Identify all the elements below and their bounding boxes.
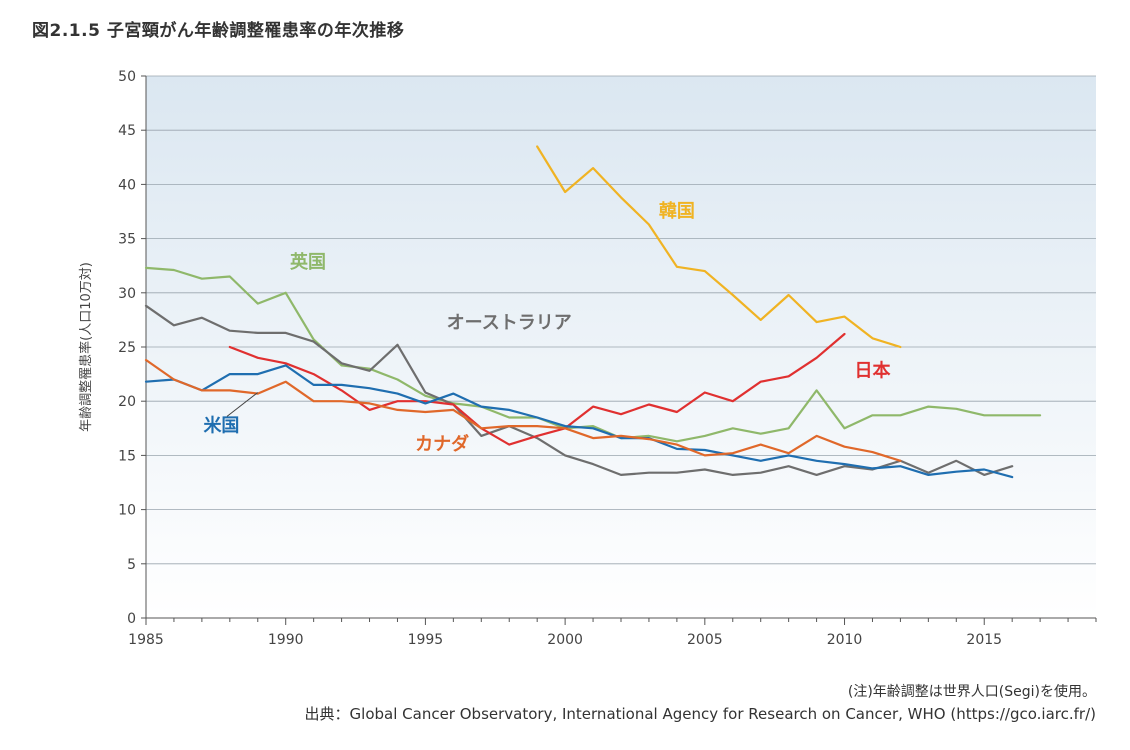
- grid: [146, 75, 1096, 565]
- series-line-2: [144, 304, 1014, 476]
- series-label-2: オーストラリア: [447, 313, 572, 334]
- y-tick-label: 45: [118, 123, 136, 139]
- y-tick-label: 0: [127, 611, 136, 627]
- source-text: 出典：Global Cancer Observatory, Internatio…: [304, 705, 1096, 723]
- series-label-4: 米国: [203, 415, 239, 437]
- y-tick-label: 20: [118, 394, 136, 410]
- note-text: (注)年齢調整は世界人口(Segi)を使用。: [847, 684, 1096, 700]
- series-line-4: [144, 364, 1014, 479]
- x-tick-label: 2015: [966, 632, 1002, 648]
- x-tick-label: 1990: [268, 632, 304, 648]
- series-label-0: 韓国: [659, 200, 695, 222]
- series-line-1: [144, 266, 1042, 443]
- y-tick-label: 50: [118, 69, 136, 85]
- x-tick-label: 1985: [128, 632, 164, 648]
- axes: [141, 75, 1097, 625]
- y-axis-label: 年齢調整罹患率(人口10万対): [78, 262, 94, 432]
- y-tick-label: 30: [118, 286, 136, 302]
- chart-title: 図2.1.5 子宮頸がん年齢調整罹患率の年次推移: [32, 21, 405, 41]
- series: [144, 145, 1042, 479]
- usa-leader-line: [226, 392, 259, 417]
- tick-labels: 0 5 10 15 20 25 30 35 40 45 50 1985 1990 1995 2000 2005…: [118, 69, 1002, 648]
- x-tick-label: 1995: [408, 632, 444, 648]
- x-tick-label: 2010: [827, 632, 863, 648]
- series-line-0: [536, 145, 902, 349]
- x-tick-label: 2000: [547, 632, 583, 648]
- y-tick-label: 10: [118, 503, 136, 519]
- series-label-1: 英国: [289, 251, 326, 273]
- y-tick-label: 15: [118, 448, 136, 464]
- y-tick-label: 40: [118, 177, 136, 193]
- series-label-5: カナダ: [415, 433, 469, 455]
- y-tick-label: 35: [118, 232, 136, 248]
- y-tick-label: 25: [118, 340, 136, 356]
- y-tick-label: 5: [127, 557, 136, 573]
- series-line-5: [144, 358, 902, 462]
- x-tick-label: 2005: [687, 632, 723, 648]
- series-label-3: 日本: [854, 359, 890, 381]
